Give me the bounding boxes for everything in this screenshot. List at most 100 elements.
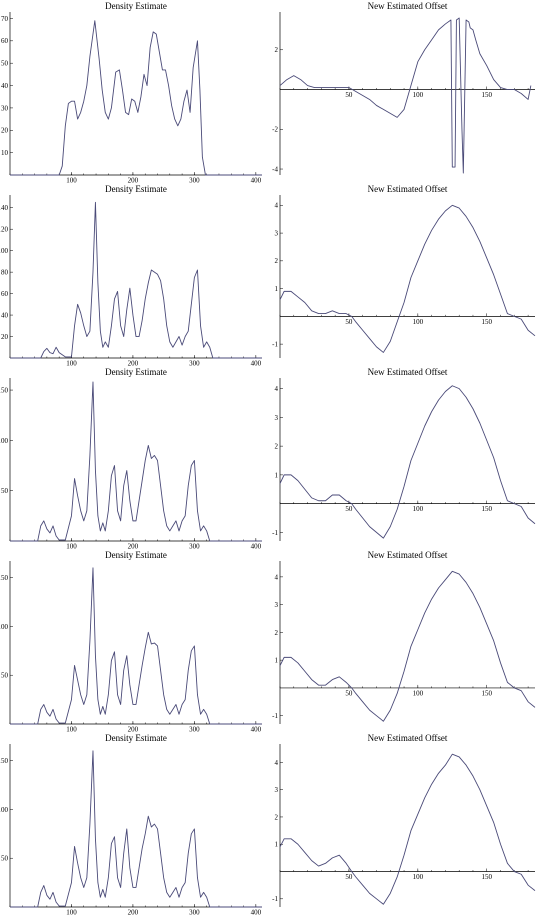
x-tick-label: 400	[251, 909, 262, 917]
x-tick-label: 100	[66, 543, 77, 551]
x-tick-label: 100	[66, 909, 77, 917]
y-tick-label: -4	[272, 165, 278, 173]
y-tick-label: 150	[0, 757, 9, 765]
y-tick-label: 4	[275, 385, 279, 393]
x-tick-label: 150	[482, 91, 493, 99]
y-tick-label: 40	[1, 82, 9, 90]
y-tick-label: 100	[0, 437, 9, 445]
x-tick-label: 50	[345, 689, 353, 697]
y-tick-label: -1	[272, 895, 278, 903]
y-tick-label: 70	[1, 15, 9, 23]
chart-title: Density Estimate	[105, 184, 167, 194]
chart-svg-9: Density Estimate 100 200 300 400 50 100 150	[0, 733, 262, 917]
chart-panel-4: New Estimated Offset 50 100 150 -1 1 2 3 4	[270, 183, 540, 366]
y-tick-label: 2	[275, 46, 279, 54]
y-tick-label: 1	[275, 657, 279, 665]
y-tick-label: 80	[1, 269, 9, 277]
x-tick-label: 100	[66, 177, 77, 185]
y-tick-label: 10	[1, 149, 9, 157]
x-tick-label: 300	[189, 177, 200, 185]
y-tick-label: 3	[275, 601, 279, 609]
x-tick-label: 200	[128, 177, 139, 185]
y-tick-label: 20	[1, 127, 9, 135]
y-tick-label: 2	[275, 813, 279, 821]
x-tick-label: 400	[251, 543, 262, 551]
x-tick-label: 100	[413, 505, 424, 513]
x-tick-label: 100	[413, 318, 424, 326]
y-tick-label: 3	[275, 229, 279, 237]
chart-title: New Estimated Offset	[368, 367, 448, 377]
x-tick-label: 50	[345, 873, 353, 881]
y-tick-label: 2	[275, 443, 279, 451]
chart-panel-1: Density Estimate 100 200 300 400 10 20 30 40 50 60…	[0, 0, 270, 185]
x-tick-label: 200	[128, 909, 139, 917]
x-tick-label: 400	[251, 177, 262, 185]
x-tick-label: 100	[413, 91, 424, 99]
series-line-1	[10, 20, 262, 176]
y-tick-label: 100	[0, 806, 9, 814]
chart-title: Density Estimate	[105, 550, 167, 560]
x-tick-label: 100	[413, 689, 424, 697]
chart-svg-5: Density Estimate 100 200 300 400 50 100 150	[0, 367, 262, 551]
y-tick-label: 4	[275, 202, 279, 210]
chart-panel-5: Density Estimate 100 200 300 400 50 100 150	[0, 366, 270, 551]
y-tick-label: 20	[1, 333, 9, 341]
chart-title: New Estimated Offset	[368, 184, 448, 194]
series-line-1	[10, 567, 262, 725]
series-line-1	[10, 750, 262, 908]
y-tick-label: 3	[275, 414, 279, 422]
x-tick-label: 300	[189, 543, 200, 551]
chart-panel-7: Density Estimate 100 200 300 400 50 100 150	[0, 549, 270, 734]
y-tick-label: 100	[0, 623, 9, 631]
chart-svg-6: New Estimated Offset 50 100 150 -1 1 2 3 4	[272, 367, 536, 541]
chart-title: New Estimated Offset	[368, 733, 448, 743]
x-tick-label: 50	[345, 505, 353, 513]
series-line-1	[279, 570, 536, 722]
y-tick-label: 4	[275, 573, 279, 581]
y-tick-label: 1	[275, 471, 279, 479]
chart-svg-10: New Estimated Offset 50 100 150 -1 1 2 3 4	[272, 733, 536, 907]
chart-panel-6: New Estimated Offset 50 100 150 -1 1 2 3 4	[270, 366, 540, 549]
x-tick-label: 300	[189, 726, 200, 734]
chart-title: Density Estimate	[105, 733, 167, 743]
chart-svg-4: New Estimated Offset 50 100 150 -1 1 2 3 4	[272, 184, 536, 358]
x-tick-label: 150	[482, 873, 493, 881]
y-tick-label: 1	[275, 841, 279, 849]
x-tick-label: 400	[251, 360, 262, 368]
y-tick-label: -1	[272, 341, 278, 349]
y-tick-label: 120	[0, 226, 9, 234]
x-tick-label: 100	[66, 360, 77, 368]
x-tick-label: 400	[251, 726, 262, 734]
y-tick-label: 100	[0, 247, 9, 255]
chart-panel-9: Density Estimate 100 200 300 400 50 100 150	[0, 732, 270, 917]
y-tick-label: 40	[1, 311, 9, 319]
x-tick-label: 300	[189, 360, 200, 368]
series-line-1	[10, 201, 262, 359]
y-tick-label: 60	[1, 37, 9, 45]
chart-title: Density Estimate	[105, 367, 167, 377]
y-tick-label: 150	[0, 386, 9, 394]
x-tick-label: 150	[482, 318, 493, 326]
series-line-1	[279, 204, 536, 353]
x-tick-label: 50	[345, 91, 353, 99]
x-tick-label: 200	[128, 726, 139, 734]
x-tick-label: 300	[189, 909, 200, 917]
y-tick-label: 4	[275, 759, 279, 767]
y-tick-label: -1	[272, 712, 278, 720]
chart-panel-2: New Estimated Offset 50 100 150 -4 -2 2	[270, 0, 540, 183]
y-tick-label: 140	[0, 204, 9, 212]
x-tick-label: 50	[345, 318, 353, 326]
y-tick-label: 50	[1, 855, 9, 863]
chart-panel-10: New Estimated Offset 50 100 150 -1 1 2 3 4	[270, 732, 540, 915]
series-line-1	[279, 385, 536, 539]
x-tick-label: 150	[482, 689, 493, 697]
y-tick-label: 2	[275, 257, 279, 265]
chart-svg-3: Density Estimate 100 200 300 400 20 40 60 80 100 1…	[0, 184, 262, 368]
x-tick-label: 150	[482, 505, 493, 513]
chart-title: New Estimated Offset	[368, 550, 448, 560]
chart-title: New Estimated Offset	[368, 1, 448, 11]
y-tick-label: 2	[275, 629, 279, 637]
series-line-1	[10, 381, 262, 542]
y-tick-label: 1	[275, 285, 279, 293]
chart-svg-1: Density Estimate 100 200 300 400 10 20 30 40 50 60…	[1, 1, 262, 185]
